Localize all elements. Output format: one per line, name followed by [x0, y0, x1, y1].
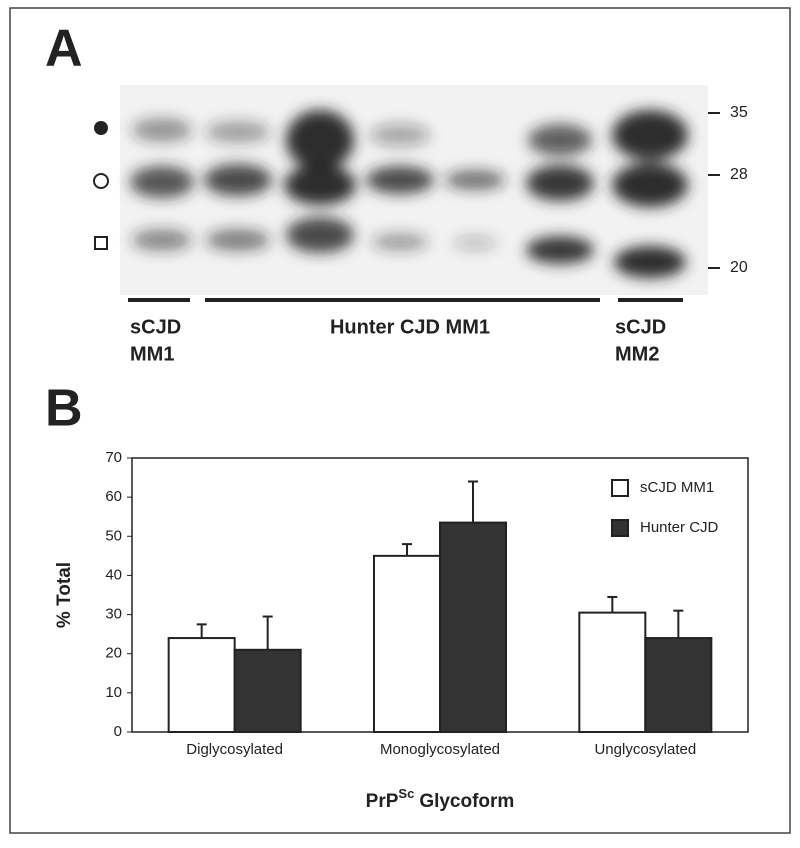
x-axis-label: PrPSc Glycoform [366, 786, 515, 812]
legend-label: Hunter CJD [640, 519, 719, 536]
marker-label: 28 [730, 166, 748, 183]
bar [167, 637, 236, 733]
y-tick-label: 70 [105, 449, 122, 466]
bar [373, 554, 441, 733]
diglycosylated-symbol [94, 121, 108, 135]
unglycosylated-symbol [94, 236, 108, 250]
y-tick-label: 40 [105, 566, 122, 583]
legend-swatch [611, 479, 629, 497]
marker-label: 20 [730, 259, 748, 276]
y-tick-label: 20 [105, 645, 122, 662]
group-label: sCJD [130, 316, 181, 338]
panel-label: A [45, 20, 83, 78]
blot [93, 85, 708, 295]
bar [644, 637, 713, 733]
y-axis-label: % Total [54, 562, 75, 628]
group-label: MM1 [130, 343, 174, 365]
group-label: MM2 [615, 343, 659, 365]
x-tick-label: Diglycosylated [186, 741, 283, 758]
y-tick-label: 0 [114, 723, 122, 740]
bar [233, 648, 302, 733]
bar [439, 521, 507, 733]
group-label: sCJD [615, 316, 666, 338]
y-tick-label: 30 [105, 606, 122, 623]
y-tick-label: 60 [105, 488, 122, 505]
x-axis-label-part: Sc [398, 786, 414, 801]
group-label: Hunter CJD MM1 [330, 316, 490, 338]
bar [578, 611, 647, 733]
panel-label: B [45, 380, 83, 438]
x-axis-label-part: Glycoform [419, 791, 514, 812]
x-tick-label: Unglycosylated [594, 741, 696, 758]
monoglycosylated-symbol [93, 173, 109, 189]
x-tick-label: Monoglycosylated [380, 741, 500, 758]
x-axis-label-part: PrP [366, 791, 399, 812]
marker-label: 35 [730, 104, 748, 121]
y-tick-label: 50 [105, 527, 122, 544]
legend-label: sCJD MM1 [640, 479, 714, 496]
y-tick-label: 10 [105, 684, 122, 701]
frame [9, 7, 791, 834]
legend-swatch [611, 519, 629, 537]
